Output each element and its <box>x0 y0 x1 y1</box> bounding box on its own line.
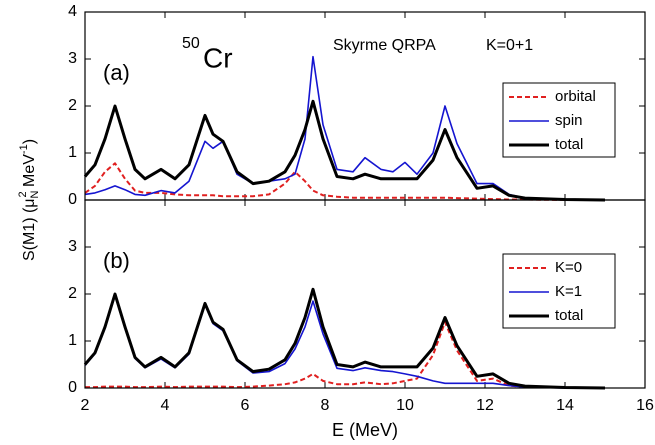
y-label-part: S(M1) (μ <box>21 198 38 261</box>
y-tick-label: 0 <box>68 191 77 208</box>
legend-label: total <box>555 307 583 324</box>
legend-label: spin <box>555 112 583 129</box>
series-line <box>84 162 605 201</box>
series-line <box>83 99 606 202</box>
annotation: Skyrme QRPA <box>333 37 436 54</box>
y-label-part: ) <box>21 139 38 144</box>
legend-label: K=1 <box>555 283 582 300</box>
y-tick-label: 3 <box>68 50 77 67</box>
x-tick-label: 4 <box>161 397 170 414</box>
y-label-sup: 2 <box>17 191 29 197</box>
y-tick-label: 1 <box>68 332 77 349</box>
x-tick-label: 8 <box>321 397 330 414</box>
y-label-part: MeV <box>21 154 38 192</box>
nucleus-symbol: Cr <box>203 42 233 73</box>
legend-label: total <box>555 136 583 153</box>
y-tick-label: 4 <box>68 3 77 20</box>
y-axis-label: S(M1) (μN2 MeV-1) <box>17 139 41 261</box>
y-tick-label: 2 <box>68 285 77 302</box>
y-label-sub: N <box>29 190 41 198</box>
x-tick-label: 10 <box>396 397 414 414</box>
y-tick-label: 3 <box>68 238 77 255</box>
y-tick-label: 2 <box>68 97 77 114</box>
series-line <box>85 321 606 389</box>
y-tick-label: 0 <box>68 379 77 396</box>
x-tick-label: 16 <box>636 397 654 414</box>
x-axis-label: E (MeV) <box>332 420 398 440</box>
x-tick-label: 12 <box>476 397 494 414</box>
x-tick-label: 2 <box>81 397 90 414</box>
plot-frame <box>84 199 646 389</box>
annotation: K=0+1 <box>486 37 533 54</box>
x-tick-label: 6 <box>241 397 250 414</box>
y-label-sup: -1 <box>18 144 30 154</box>
series-line <box>84 55 606 201</box>
panel-label: (b) <box>103 248 130 273</box>
series-line <box>83 287 606 390</box>
x-tick-label: 14 <box>556 397 574 414</box>
y-tick-label: 1 <box>68 144 77 161</box>
panel-label: (a) <box>103 60 130 85</box>
legend-label: orbital <box>555 88 596 105</box>
legend-label: K=0 <box>555 259 582 276</box>
nucleus-mass: 50 <box>182 35 200 52</box>
